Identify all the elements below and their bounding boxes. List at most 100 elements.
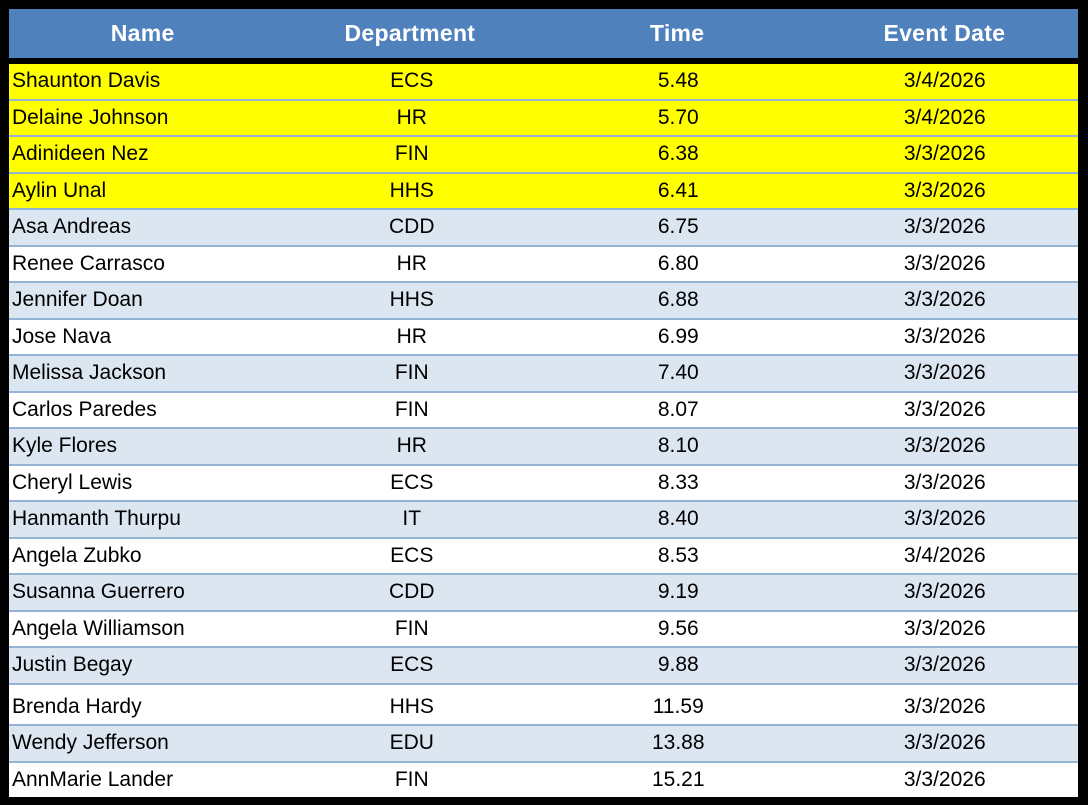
department-cell[interactable]: ECS	[390, 543, 434, 567]
table-row[interactable]: Cheryl Lewis ECS 8.33 3/3/2026	[9, 465, 1078, 502]
name-cell[interactable]: Wendy Jefferson	[12, 731, 169, 755]
event-date-cell[interactable]: 3/3/2026	[903, 694, 986, 718]
time-cell[interactable]: 6.41	[657, 178, 699, 202]
name-cell[interactable]: Susanna Guerrero	[12, 580, 185, 604]
time-cell[interactable]: 9.56	[657, 616, 699, 640]
time-cell[interactable]: 8.33	[657, 470, 699, 494]
column-header-name[interactable]: Name	[110, 20, 175, 46]
department-cell[interactable]: ECS	[390, 653, 434, 677]
department-cell[interactable]: ECS	[390, 69, 434, 93]
department-cell[interactable]: FIN	[394, 142, 429, 166]
department-cell[interactable]: EDU	[389, 731, 434, 755]
department-cell[interactable]: CDD	[389, 580, 435, 604]
name-cell[interactable]: Renee Carrasco	[12, 251, 165, 275]
table-row[interactable]: Hanmanth Thurpu IT 8.40 3/3/2026	[9, 502, 1078, 539]
event-date-cell[interactable]: 3/3/2026	[903, 361, 986, 385]
event-date-cell[interactable]: 3/3/2026	[903, 470, 986, 494]
table-row[interactable]: Adinideen Nez FIN 6.38 3/3/2026	[9, 137, 1078, 174]
table-row[interactable]: Carlos Paredes FIN 8.07 3/3/2026	[9, 392, 1078, 429]
time-cell[interactable]: 8.40	[657, 507, 699, 531]
event-date-cell[interactable]: 3/3/2026	[903, 580, 986, 604]
time-cell[interactable]: 6.75	[657, 215, 699, 239]
event-date-cell[interactable]: 3/3/2026	[903, 507, 986, 531]
column-header-event-date[interactable]: Event Date	[883, 20, 1006, 46]
time-cell[interactable]: 13.88	[651, 731, 705, 755]
department-cell[interactable]: FIN	[394, 616, 429, 640]
event-date-cell[interactable]: 3/3/2026	[903, 653, 986, 677]
time-cell[interactable]: 5.48	[657, 69, 699, 93]
event-date-cell[interactable]: 3/3/2026	[903, 178, 986, 202]
table-row[interactable]: Jennifer Doan HHS 6.88 3/3/2026	[9, 283, 1078, 320]
department-cell[interactable]: HR	[396, 105, 427, 129]
time-cell[interactable]: 11.59	[652, 694, 704, 718]
event-date-cell[interactable]: 3/3/2026	[903, 324, 986, 348]
name-cell[interactable]: Asa Andreas	[12, 215, 132, 239]
event-date-cell[interactable]: 3/3/2026	[903, 288, 986, 312]
time-cell[interactable]: 6.88	[657, 288, 699, 312]
event-date-cell[interactable]: 3/4/2026	[903, 543, 986, 567]
column-header-time[interactable]: Time	[649, 20, 705, 46]
name-cell[interactable]: AnnMarie Lander	[12, 767, 174, 791]
event-date-cell[interactable]: 3/4/2026	[903, 105, 986, 129]
time-cell[interactable]: 6.38	[657, 142, 699, 166]
time-cell[interactable]: 6.99	[657, 324, 699, 348]
event-date-cell[interactable]: 3/3/2026	[903, 397, 986, 421]
event-date-cell[interactable]: 3/3/2026	[903, 215, 986, 239]
time-cell[interactable]: 9.19	[657, 580, 699, 604]
event-date-cell[interactable]: 3/3/2026	[903, 434, 986, 458]
event-date-cell[interactable]: 3/3/2026	[903, 767, 986, 791]
name-cell[interactable]: Delaine Johnson	[12, 105, 169, 129]
department-cell[interactable]: HR	[396, 324, 427, 348]
name-cell[interactable]: Justin Begay	[12, 653, 133, 677]
event-date-cell[interactable]: 3/4/2026	[903, 69, 986, 93]
name-cell[interactable]: Jose Nava	[12, 324, 112, 348]
name-cell[interactable]: Adinideen Nez	[12, 142, 149, 166]
table-row[interactable]: Brenda Hardy HHS 11.59 3/3/2026	[9, 689, 1078, 726]
table-row[interactable]: Wendy Jefferson EDU 13.88 3/3/2026	[9, 726, 1078, 763]
name-cell[interactable]: Carlos Paredes	[12, 397, 157, 421]
event-date-cell[interactable]: 3/3/2026	[903, 142, 986, 166]
event-date-cell[interactable]: 3/3/2026	[903, 616, 986, 640]
department-cell[interactable]: ECS	[390, 470, 434, 494]
table-row[interactable]: Angela Williamson FIN 9.56 3/3/2026	[9, 611, 1078, 648]
department-cell[interactable]: CDD	[389, 215, 435, 239]
department-cell[interactable]: FIN	[394, 397, 429, 421]
time-cell[interactable]: 15.21	[651, 767, 705, 791]
name-cell[interactable]: Kyle Flores	[12, 434, 118, 458]
table-row[interactable]: Delaine Johnson HR 5.70 3/4/2026	[9, 100, 1078, 137]
department-cell[interactable]: HHS	[389, 694, 434, 718]
department-cell[interactable]: HR	[396, 251, 427, 275]
department-cell[interactable]: FIN	[394, 767, 429, 791]
department-cell[interactable]: HHS	[389, 288, 434, 312]
name-cell[interactable]: Cheryl Lewis	[12, 470, 133, 494]
time-cell[interactable]: 8.53	[657, 543, 699, 567]
time-cell[interactable]: 7.40	[657, 361, 699, 385]
event-date-cell[interactable]: 3/3/2026	[903, 731, 986, 755]
name-cell[interactable]: Aylin Unal	[12, 178, 107, 202]
name-cell[interactable]: Shaunton Davis	[12, 69, 161, 93]
table-row[interactable]: Aylin Unal HHS 6.41 3/3/2026	[9, 173, 1078, 210]
name-cell[interactable]: Melissa Jackson	[12, 361, 167, 385]
table-row[interactable]: Justin Begay ECS 9.88 3/3/2026	[9, 648, 1078, 685]
time-cell[interactable]: 9.88	[657, 653, 699, 677]
time-cell[interactable]: 8.07	[657, 397, 699, 421]
table-row[interactable]: Angela Zubko ECS 8.53 3/4/2026	[9, 538, 1078, 575]
table-row[interactable]: Shaunton Davis ECS 5.48 3/4/2026	[9, 64, 1078, 101]
time-cell[interactable]: 6.80	[657, 251, 699, 275]
table-row[interactable]: Kyle Flores HR 8.10 3/3/2026	[9, 429, 1078, 466]
name-cell[interactable]: Brenda Hardy	[12, 694, 142, 718]
department-cell[interactable]: HHS	[389, 178, 434, 202]
name-cell[interactable]: Hanmanth Thurpu	[12, 507, 181, 531]
table-row[interactable]: Renee Carrasco HR 6.80 3/3/2026	[9, 246, 1078, 283]
name-cell[interactable]: Angela Williamson	[12, 616, 185, 640]
department-cell[interactable]: IT	[402, 507, 422, 531]
column-header-department[interactable]: Department	[344, 20, 476, 46]
time-cell[interactable]: 5.70	[657, 105, 699, 129]
department-cell[interactable]: HR	[396, 434, 427, 458]
department-cell[interactable]: FIN	[394, 361, 429, 385]
table-row[interactable]: AnnMarie Lander FIN 15.21 3/3/2026	[9, 762, 1078, 797]
table-row[interactable]: Jose Nava HR 6.99 3/3/2026	[9, 319, 1078, 356]
table-row[interactable]: Melissa Jackson FIN 7.40 3/3/2026	[9, 356, 1078, 393]
table-row[interactable]: Susanna Guerrero CDD 9.19 3/3/2026	[9, 575, 1078, 612]
event-date-cell[interactable]: 3/3/2026	[903, 251, 986, 275]
